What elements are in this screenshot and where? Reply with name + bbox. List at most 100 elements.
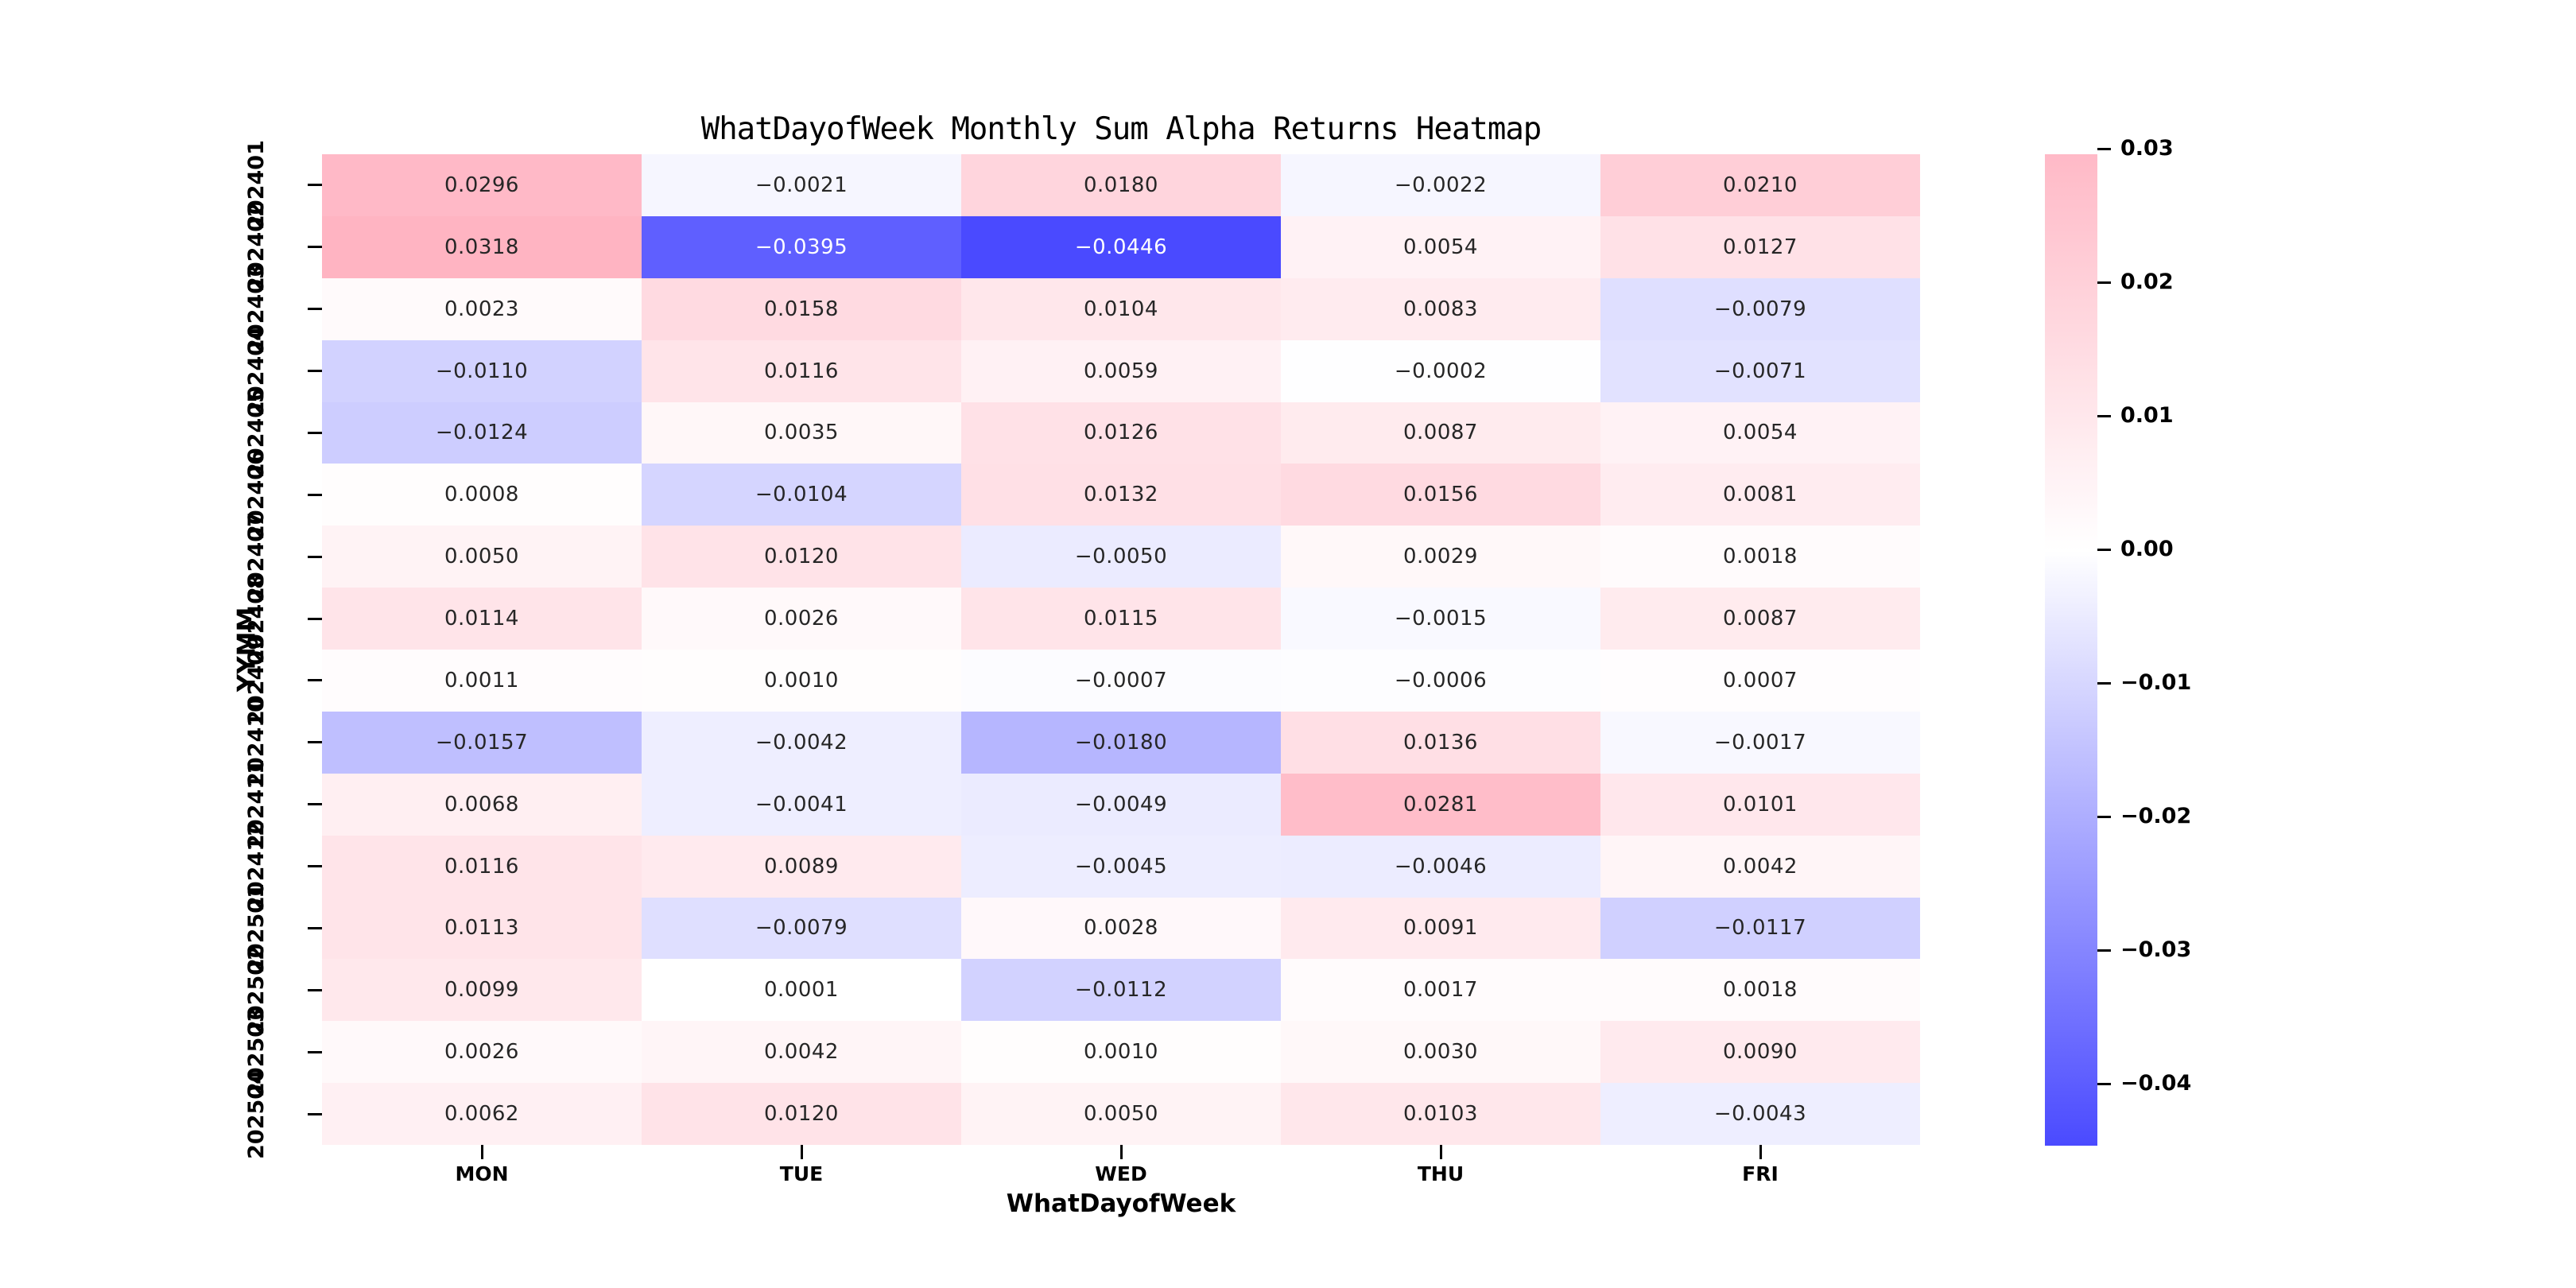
heatmap-cell: −0.0049 xyxy=(961,773,1281,836)
heatmap-cell: 0.0089 xyxy=(642,835,961,898)
heatmap-cell: 0.0018 xyxy=(1600,959,1920,1022)
x-tick-mark xyxy=(1759,1145,1762,1159)
heatmap-cell: 0.0023 xyxy=(322,277,642,340)
y-tick-label: 202504 xyxy=(211,1069,301,1159)
heatmap-cell: 0.0116 xyxy=(322,835,642,898)
heatmap-row: 0.0114 0.0026 0.0115 −0.0015 0.0087 xyxy=(322,588,1920,650)
heatmap-row: −0.0110 0.0116 0.0059 −0.0002 −0.0071 xyxy=(322,339,1920,402)
heatmap-cell: 0.0011 xyxy=(322,650,642,712)
heatmap-cell: −0.0112 xyxy=(961,959,1281,1022)
heatmap-cell: −0.0043 xyxy=(1600,1083,1920,1145)
x-tick-mark xyxy=(800,1145,803,1159)
x-tick-mark xyxy=(480,1145,483,1159)
colorbar-tick-label: −0.01 xyxy=(2120,670,2192,695)
colorbar xyxy=(2045,154,2097,1146)
colorbar-tick-mark xyxy=(2097,414,2111,417)
heatmap-cell: 0.0090 xyxy=(1600,1021,1920,1084)
heatmap-cell: 0.0026 xyxy=(322,1021,642,1084)
colorbar-tick-mark xyxy=(2097,949,2111,952)
heatmap-cell: 0.0101 xyxy=(1600,773,1920,836)
colorbar-tick-mark xyxy=(2097,548,2111,551)
heatmap-cell: 0.0008 xyxy=(322,464,642,526)
heatmap-cell: 0.0318 xyxy=(322,215,642,278)
heatmap-cell: 0.0104 xyxy=(961,277,1281,340)
heatmap-row: −0.0157 −0.0042 −0.0180 0.0136 −0.0017 xyxy=(322,711,1920,774)
heatmap-cell: −0.0180 xyxy=(961,711,1281,774)
heatmap-cell: 0.0091 xyxy=(1281,897,1600,960)
colorbar-tick-mark xyxy=(2097,1083,2111,1086)
heatmap-cell: −0.0071 xyxy=(1600,339,1920,402)
colorbar-tick-mark xyxy=(2097,147,2111,150)
heatmap-cell: −0.0117 xyxy=(1600,897,1920,960)
heatmap-cell: −0.0022 xyxy=(1281,154,1600,216)
colorbar-tick-mark xyxy=(2097,281,2111,284)
heatmap-cell: 0.0028 xyxy=(961,897,1281,960)
x-tick-label: WED xyxy=(1095,1162,1147,1185)
heatmap-cell: 0.0116 xyxy=(642,339,961,402)
heatmap-cell: 0.0296 xyxy=(322,154,642,216)
heatmap-cell: 0.0042 xyxy=(1600,835,1920,898)
x-axis-ticklabels: MON TUE WED THU FRI xyxy=(322,1162,1920,1185)
heatmap-cell: 0.0113 xyxy=(322,897,642,960)
heatmap-cell: 0.0103 xyxy=(1281,1083,1600,1145)
x-axis-title: WhatDayofWeek xyxy=(1006,1189,1236,1218)
heatmap-cell: −0.0045 xyxy=(961,835,1281,898)
colorbar-tick-mark xyxy=(2097,816,2111,819)
y-tick-label-text: 202504 xyxy=(244,1069,270,1159)
y-tick-mark xyxy=(308,803,322,806)
heatmap-row: 0.0318 −0.0395 −0.0446 0.0054 0.0127 xyxy=(322,215,1920,278)
heatmap-cell: 0.0030 xyxy=(1281,1021,1600,1084)
heatmap-cell: 0.0050 xyxy=(322,526,642,588)
heatmap-cell: 0.0114 xyxy=(322,588,642,650)
heatmap-cell: −0.0079 xyxy=(1600,277,1920,340)
colorbar-tick-label: 0.03 xyxy=(2120,135,2174,161)
heatmap-cell: −0.0079 xyxy=(642,897,961,960)
heatmap-cell: −0.0015 xyxy=(1281,588,1600,650)
heatmap-cell: 0.0018 xyxy=(1600,526,1920,588)
x-tick-mark xyxy=(1119,1145,1123,1159)
heatmap-cell: 0.0156 xyxy=(1281,464,1600,526)
heatmap-cell: −0.0007 xyxy=(961,650,1281,712)
y-tick-mark xyxy=(308,493,322,496)
heatmap-cell: 0.0281 xyxy=(1281,773,1600,836)
y-tick-mark xyxy=(308,865,322,868)
heatmap-cell: 0.0083 xyxy=(1281,277,1600,340)
heatmap-row: 0.0068 −0.0041 −0.0049 0.0281 0.0101 xyxy=(322,773,1920,836)
heatmap-cell: −0.0124 xyxy=(322,402,642,464)
heatmap-cell: 0.0017 xyxy=(1281,959,1600,1022)
heatmap-cell: 0.0059 xyxy=(961,339,1281,402)
heatmap-cell: 0.0068 xyxy=(322,773,642,836)
heatmap-cell: 0.0087 xyxy=(1281,402,1600,464)
x-axis-tickmarks xyxy=(322,1145,1920,1159)
heatmap-row: 0.0116 0.0089 −0.0045 −0.0046 0.0042 xyxy=(322,835,1920,898)
y-tick-mark xyxy=(308,184,322,187)
heatmap-row: 0.0008 −0.0104 0.0132 0.0156 0.0081 xyxy=(322,464,1920,526)
colorbar-ticklabels: 0.03 0.02 0.01 0.00 −0.01 −0.02 −0.03 −0.04 xyxy=(2097,136,2288,1146)
heatmap-cell: −0.0041 xyxy=(642,773,961,836)
y-tick-mark xyxy=(308,741,322,744)
y-tick-mark xyxy=(308,1112,322,1115)
x-tick-mark xyxy=(1439,1145,1442,1159)
heatmap-cell: 0.0099 xyxy=(322,959,642,1022)
heatmap-cell: −0.0017 xyxy=(1600,711,1920,774)
heatmap-cell: 0.0136 xyxy=(1281,711,1600,774)
y-tick-mark xyxy=(308,555,322,558)
y-tick-mark xyxy=(308,1050,322,1053)
heatmap-cell: 0.0010 xyxy=(961,1021,1281,1084)
heatmap-row: 0.0296 −0.0021 0.0180 −0.0022 0.0210 xyxy=(322,154,1920,216)
heatmap-cell: 0.0081 xyxy=(1600,464,1920,526)
heatmap-cell: −0.0042 xyxy=(642,711,961,774)
heatmap-cell: 0.0126 xyxy=(961,402,1281,464)
heatmap-row: −0.0124 0.0035 0.0126 0.0087 0.0054 xyxy=(322,402,1920,464)
heatmap-cell: 0.0210 xyxy=(1600,154,1920,216)
heatmap-cell: −0.0050 xyxy=(961,526,1281,588)
heatmap-cell: 0.0062 xyxy=(322,1083,642,1145)
x-tick-label: FRI xyxy=(1742,1162,1779,1185)
heatmap-cell: 0.0120 xyxy=(642,1083,961,1145)
y-axis-ticklabels: 202401 202402 202403 202404 202405 202406 2024… xyxy=(0,141,322,1159)
y-tick-mark xyxy=(308,370,322,373)
heatmap-row: 0.0062 0.0120 0.0050 0.0103 −0.0043 xyxy=(322,1083,1920,1145)
heatmap-cell: −0.0110 xyxy=(322,339,642,402)
colorbar-tick-label: 0.01 xyxy=(2120,402,2174,428)
